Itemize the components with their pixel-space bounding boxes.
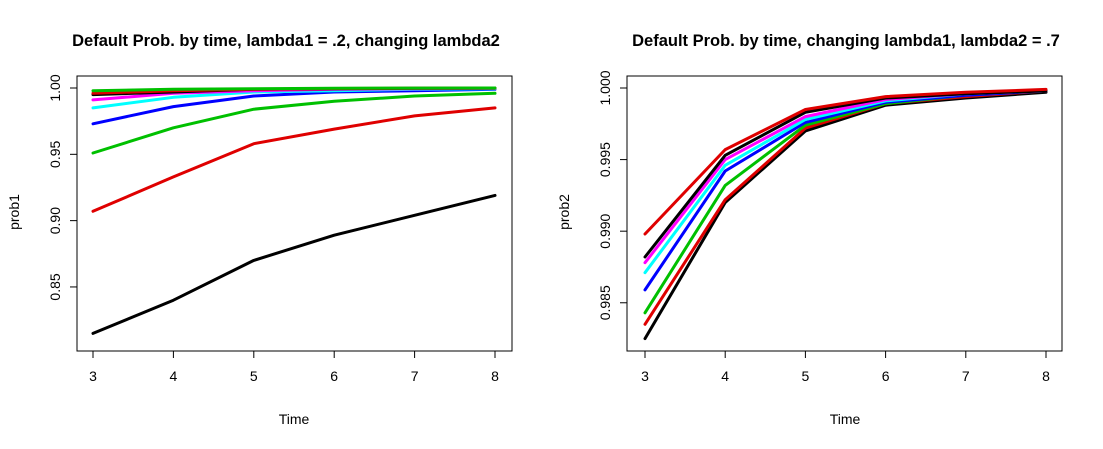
series-layer — [91, 86, 497, 335]
x-axis-label: Time — [830, 411, 861, 427]
y-axis: 0.985 0.990 0.995 1.000 — [597, 70, 627, 320]
series-layer — [643, 87, 1048, 341]
y-axis: 0.85 0.90 0.95 1.00 — [47, 74, 77, 301]
x-tick-label: 3 — [89, 368, 97, 384]
y-tick-label: 0.85 — [47, 273, 63, 300]
y-tick-label: 0.990 — [597, 213, 613, 248]
plot-frame — [76, 75, 513, 352]
series-line — [91, 106, 497, 213]
chart-title: Default Prob. by time, lambda1 = .2, cha… — [72, 32, 500, 50]
x-tick-label: 7 — [411, 368, 419, 384]
chart-prob2: Default Prob. by time, changing lambda1,… — [556, 32, 1063, 427]
x-tick-label: 7 — [962, 368, 970, 384]
x-tick-label: 6 — [882, 368, 890, 384]
y-axis-label: prob2 — [556, 194, 572, 230]
x-tick-label: 5 — [802, 368, 810, 384]
y-tick-label: 0.95 — [47, 140, 63, 167]
x-tick-label: 3 — [641, 368, 649, 384]
series-line — [643, 87, 1048, 236]
y-tick-label: 1.000 — [597, 70, 613, 105]
y-tick-label: 1.00 — [47, 74, 63, 101]
y-tick-label: 0.995 — [597, 142, 613, 177]
x-axis-label: Time — [279, 411, 310, 427]
y-axis-label: prob1 — [6, 194, 22, 230]
y-tick-label: 0.985 — [597, 285, 613, 320]
chart-prob1: Default Prob. by time, lambda1 = .2, cha… — [6, 32, 513, 427]
series-line — [643, 89, 1048, 326]
x-tick-label: 8 — [1042, 368, 1050, 384]
x-axis: 3 4 5 6 7 8 — [641, 351, 1050, 384]
x-tick-label: 6 — [330, 368, 338, 384]
x-axis: 3 4 5 6 7 8 — [89, 351, 499, 384]
plot-frame — [626, 75, 1063, 352]
y-tick-label: 0.90 — [47, 207, 63, 234]
x-tick-label: 5 — [250, 368, 258, 384]
series-line — [91, 86, 497, 93]
series-line — [91, 91, 497, 155]
chart-title: Default Prob. by time, changing lambda1,… — [632, 32, 1060, 50]
x-tick-label: 4 — [721, 368, 729, 384]
x-tick-label: 4 — [170, 368, 178, 384]
series-line — [91, 193, 497, 335]
x-tick-label: 8 — [491, 368, 499, 384]
